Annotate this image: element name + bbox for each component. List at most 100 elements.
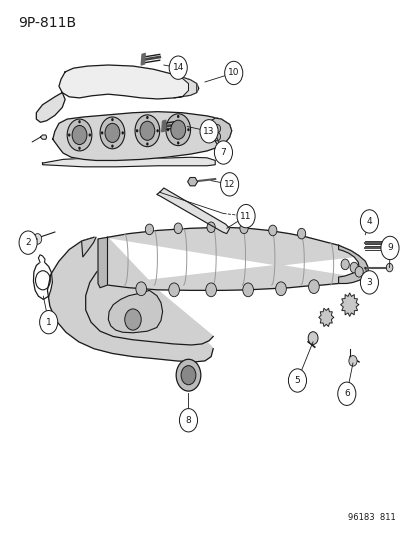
Circle shape [146, 142, 148, 146]
Circle shape [101, 131, 103, 134]
Polygon shape [33, 262, 52, 300]
Polygon shape [47, 237, 213, 362]
Polygon shape [81, 237, 96, 257]
Circle shape [78, 120, 81, 123]
Circle shape [169, 283, 179, 297]
Circle shape [176, 141, 179, 144]
Circle shape [359, 271, 377, 294]
Circle shape [166, 114, 190, 146]
Polygon shape [187, 177, 197, 186]
Circle shape [135, 115, 159, 147]
Circle shape [308, 280, 318, 294]
Circle shape [214, 124, 220, 133]
Polygon shape [161, 120, 166, 132]
Circle shape [297, 228, 305, 239]
Circle shape [68, 133, 70, 136]
Circle shape [307, 332, 317, 344]
Polygon shape [174, 75, 196, 98]
Circle shape [239, 223, 247, 233]
Circle shape [237, 205, 254, 228]
Circle shape [180, 366, 195, 385]
Circle shape [354, 266, 362, 277]
Circle shape [385, 263, 392, 272]
Text: 13: 13 [203, 127, 214, 136]
Text: 12: 12 [223, 180, 235, 189]
Circle shape [124, 309, 141, 330]
Circle shape [187, 128, 189, 131]
Circle shape [214, 141, 232, 164]
Circle shape [135, 129, 138, 132]
Circle shape [385, 244, 392, 252]
Circle shape [288, 369, 306, 392]
Circle shape [220, 173, 238, 196]
Circle shape [176, 115, 179, 118]
Polygon shape [340, 293, 358, 317]
Circle shape [214, 132, 220, 141]
Polygon shape [40, 135, 47, 139]
Circle shape [19, 231, 37, 254]
Text: 3: 3 [366, 278, 371, 287]
Text: 5: 5 [294, 376, 299, 385]
Circle shape [206, 222, 215, 232]
Circle shape [205, 283, 216, 297]
Circle shape [268, 225, 276, 236]
Text: 1: 1 [46, 318, 52, 327]
Text: 9: 9 [386, 244, 392, 253]
Circle shape [169, 56, 187, 79]
Circle shape [166, 128, 169, 131]
Circle shape [72, 125, 87, 144]
Circle shape [140, 121, 154, 140]
Circle shape [359, 210, 377, 233]
Circle shape [67, 119, 92, 151]
Circle shape [275, 282, 286, 296]
Circle shape [380, 236, 398, 260]
Polygon shape [338, 245, 367, 284]
Circle shape [88, 133, 91, 136]
Polygon shape [209, 118, 231, 147]
Polygon shape [53, 112, 231, 160]
Polygon shape [108, 290, 162, 333]
Circle shape [337, 382, 355, 406]
Circle shape [171, 120, 185, 139]
Circle shape [174, 223, 182, 233]
Text: 9P-811B: 9P-811B [18, 16, 76, 30]
Text: 4: 4 [366, 217, 371, 226]
Circle shape [388, 238, 394, 247]
Circle shape [146, 116, 148, 119]
Circle shape [224, 61, 242, 85]
Polygon shape [107, 227, 358, 290]
Circle shape [349, 262, 358, 273]
Circle shape [105, 123, 119, 142]
Text: 11: 11 [240, 212, 251, 221]
Polygon shape [59, 65, 198, 99]
Text: 10: 10 [228, 68, 239, 77]
Circle shape [100, 117, 124, 149]
Circle shape [111, 144, 114, 148]
Polygon shape [98, 237, 107, 288]
Circle shape [111, 118, 114, 121]
Circle shape [199, 119, 218, 143]
Polygon shape [38, 255, 45, 262]
Polygon shape [36, 93, 65, 122]
Text: 14: 14 [172, 63, 183, 72]
Circle shape [340, 259, 349, 270]
Polygon shape [157, 188, 229, 233]
Circle shape [121, 131, 123, 134]
Text: 2: 2 [25, 238, 31, 247]
Text: 8: 8 [185, 416, 191, 425]
Polygon shape [43, 157, 215, 167]
Text: 96183  811: 96183 811 [348, 513, 395, 522]
Text: 6: 6 [343, 389, 349, 398]
Circle shape [40, 311, 57, 334]
Circle shape [145, 224, 153, 235]
Polygon shape [141, 53, 145, 65]
Circle shape [176, 359, 200, 391]
Circle shape [242, 283, 253, 297]
Text: 7: 7 [220, 148, 226, 157]
Circle shape [156, 129, 159, 132]
Circle shape [179, 409, 197, 432]
Circle shape [348, 356, 356, 366]
Circle shape [78, 147, 81, 150]
Polygon shape [318, 308, 333, 327]
Circle shape [33, 233, 42, 244]
